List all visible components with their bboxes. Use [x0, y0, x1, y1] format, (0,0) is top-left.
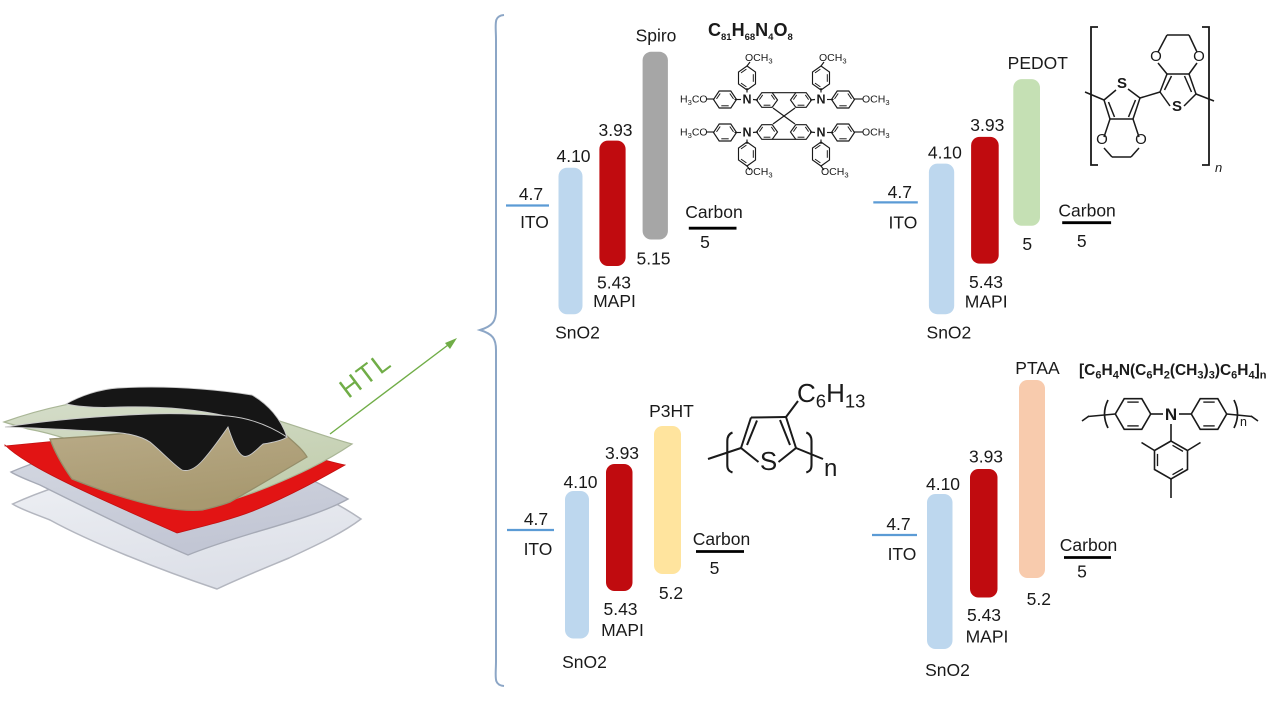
svg-text:5.43: 5.43 [603, 599, 637, 619]
svg-text:SnO2: SnO2 [555, 322, 600, 342]
svg-text:n: n [1240, 415, 1247, 429]
svg-text:5.43: 5.43 [967, 605, 1001, 625]
svg-text:PTAA: PTAA [1015, 358, 1060, 378]
svg-text:ITO: ITO [520, 212, 549, 232]
svg-text:3.93: 3.93 [970, 115, 1004, 135]
svg-text:N: N [816, 126, 825, 140]
svg-text:N: N [816, 93, 825, 107]
svg-text:n: n [824, 455, 837, 482]
svg-text:[C6H4N(C6H2(CH3)3)C6H4]n: [C6H4N(C6H2(CH3)3)C6H4]n [1079, 362, 1267, 381]
svg-text:O: O [1150, 48, 1162, 65]
svg-text:5: 5 [710, 558, 720, 578]
svg-text:O: O [1193, 48, 1205, 65]
svg-text:3.93: 3.93 [969, 447, 1003, 467]
svg-text:SnO2: SnO2 [562, 652, 607, 672]
svg-text:5: 5 [1077, 562, 1087, 582]
svg-text:MAPI: MAPI [601, 620, 644, 640]
svg-text:P3HT: P3HT [649, 401, 694, 421]
svg-text:3.93: 3.93 [598, 120, 632, 140]
svg-text:OCH3: OCH3 [745, 52, 773, 65]
svg-text:N: N [742, 93, 751, 107]
svg-text:C6H13: C6H13 [797, 378, 865, 412]
svg-text:OCH3: OCH3 [862, 94, 890, 107]
svg-text:4.10: 4.10 [563, 472, 597, 492]
svg-text:H3CO: H3CO [680, 94, 708, 107]
svg-text:5.43: 5.43 [597, 273, 631, 293]
svg-text:5.43: 5.43 [969, 272, 1003, 292]
svg-text:5.15: 5.15 [636, 249, 670, 269]
svg-text:Carbon: Carbon [1060, 535, 1117, 555]
svg-text:PEDOT: PEDOT [1008, 53, 1069, 73]
svg-text:5: 5 [700, 232, 710, 252]
svg-text:ITO: ITO [888, 544, 917, 564]
svg-text:4.10: 4.10 [926, 474, 960, 494]
svg-text:Spiro: Spiro [636, 26, 677, 46]
svg-text:ITO: ITO [524, 539, 553, 559]
svg-text:MAPI: MAPI [965, 292, 1008, 312]
svg-text:Carbon: Carbon [693, 529, 750, 549]
svg-text:H3CO: H3CO [680, 127, 708, 140]
svg-text:N: N [1165, 405, 1177, 424]
svg-text:Carbon: Carbon [685, 202, 742, 222]
svg-text:O: O [1135, 131, 1147, 148]
svg-text:4.7: 4.7 [519, 184, 543, 204]
svg-text:Carbon: Carbon [1058, 200, 1115, 220]
svg-text:S: S [760, 446, 777, 476]
svg-text:5.2: 5.2 [659, 583, 683, 603]
svg-text:4.7: 4.7 [524, 509, 548, 529]
svg-text:OCH3: OCH3 [862, 127, 890, 140]
svg-text:5.2: 5.2 [1027, 589, 1051, 609]
svg-text:4.7: 4.7 [886, 514, 910, 534]
svg-text:4.10: 4.10 [928, 143, 962, 163]
svg-text:SnO2: SnO2 [927, 323, 972, 343]
svg-text:5: 5 [1022, 234, 1032, 254]
svg-text:4.7: 4.7 [888, 182, 912, 202]
svg-text:5: 5 [1077, 231, 1087, 251]
svg-text:S: S [1117, 75, 1127, 92]
svg-text:OCH3: OCH3 [821, 166, 849, 179]
svg-text:MAPI: MAPI [593, 291, 636, 311]
svg-text:n: n [1215, 160, 1222, 175]
svg-text:MAPI: MAPI [966, 627, 1009, 647]
svg-text:C81H68N4O8: C81H68N4O8 [708, 20, 793, 43]
svg-text:ITO: ITO [888, 212, 917, 232]
svg-text:3.93: 3.93 [605, 443, 639, 463]
svg-text:O: O [1096, 131, 1108, 148]
svg-text:OCH3: OCH3 [745, 166, 773, 179]
svg-text:4.10: 4.10 [556, 146, 590, 166]
svg-text:N: N [742, 126, 751, 140]
svg-text:SnO2: SnO2 [925, 660, 970, 680]
svg-text:OCH3: OCH3 [819, 52, 847, 65]
svg-text:S: S [1172, 98, 1182, 115]
